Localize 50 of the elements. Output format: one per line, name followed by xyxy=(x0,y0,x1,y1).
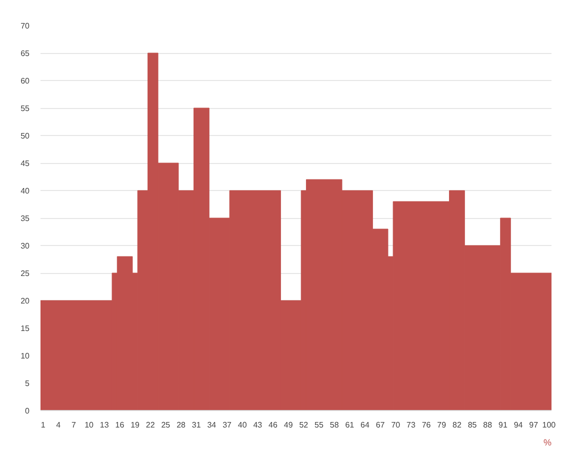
x-tick-label: 46 xyxy=(268,420,278,430)
x-tick-label: 43 xyxy=(253,420,263,430)
x-tick-label: 22 xyxy=(146,420,156,430)
y-tick-label: 30 xyxy=(20,242,30,250)
y-tick-label: 65 xyxy=(20,49,30,58)
y-tick-label: 0 xyxy=(25,406,30,416)
x-tick-label: 1 xyxy=(40,420,46,430)
y-tick-label: 70 xyxy=(20,22,30,30)
x-tick-label: 55 xyxy=(314,420,324,430)
x-tick-label: 67 xyxy=(376,420,386,430)
y-tick-label: 50 xyxy=(20,132,30,140)
x-tick-label: 31 xyxy=(192,420,202,430)
x-tick-label: 58 xyxy=(330,420,340,430)
x-tick-label: 16 xyxy=(115,420,125,430)
x-tick-label: 94 xyxy=(514,420,524,430)
x-tick-label: 52 xyxy=(299,420,309,430)
y-tick-label: 20 xyxy=(20,296,30,306)
x-tick-label: 13 xyxy=(100,420,110,430)
x-tick-label: 28 xyxy=(176,420,186,430)
x-tick-label: 82 xyxy=(452,420,462,430)
x-tick-label: 70 xyxy=(391,420,401,430)
x-tick-label: 100 xyxy=(542,420,556,430)
x-tick-label: 10 xyxy=(84,420,94,430)
x-tick-label: 76 xyxy=(422,420,432,430)
x-tick-label: 88 xyxy=(483,420,493,430)
y-tick-label: 35 xyxy=(20,214,30,223)
y-tick-label: 15 xyxy=(20,324,30,333)
y-tick-label: 55 xyxy=(20,104,30,113)
x-tick-label: 61 xyxy=(345,420,355,430)
x-tick-label: 85 xyxy=(468,420,478,430)
x-tick-label: 4 xyxy=(56,420,62,430)
x-tick-label: 34 xyxy=(207,420,217,430)
x-tick-label: 7 xyxy=(71,420,76,430)
y-tick-label: 10 xyxy=(20,352,30,360)
x-tick-label: 25 xyxy=(161,420,171,430)
x-tick-label: 40 xyxy=(238,420,248,430)
x-axis-title: % xyxy=(544,438,552,448)
y-tick-label: 60 xyxy=(20,76,30,86)
y-tick-label: 40 xyxy=(20,186,30,196)
x-tick-label: 91 xyxy=(498,420,508,430)
x-tick-label: 97 xyxy=(529,420,539,430)
x-tick-label: 19 xyxy=(130,420,140,430)
y-tick-label: 5 xyxy=(25,379,30,388)
x-tick-label: 64 xyxy=(360,420,370,430)
x-tick-label: 73 xyxy=(406,420,416,430)
y-tick-label: 45 xyxy=(20,159,30,168)
y-tick-label: 25 xyxy=(20,269,30,278)
x-tick-label: 79 xyxy=(437,420,447,430)
x-tick-label: 37 xyxy=(222,420,232,430)
x-tick-label: 49 xyxy=(284,420,294,430)
